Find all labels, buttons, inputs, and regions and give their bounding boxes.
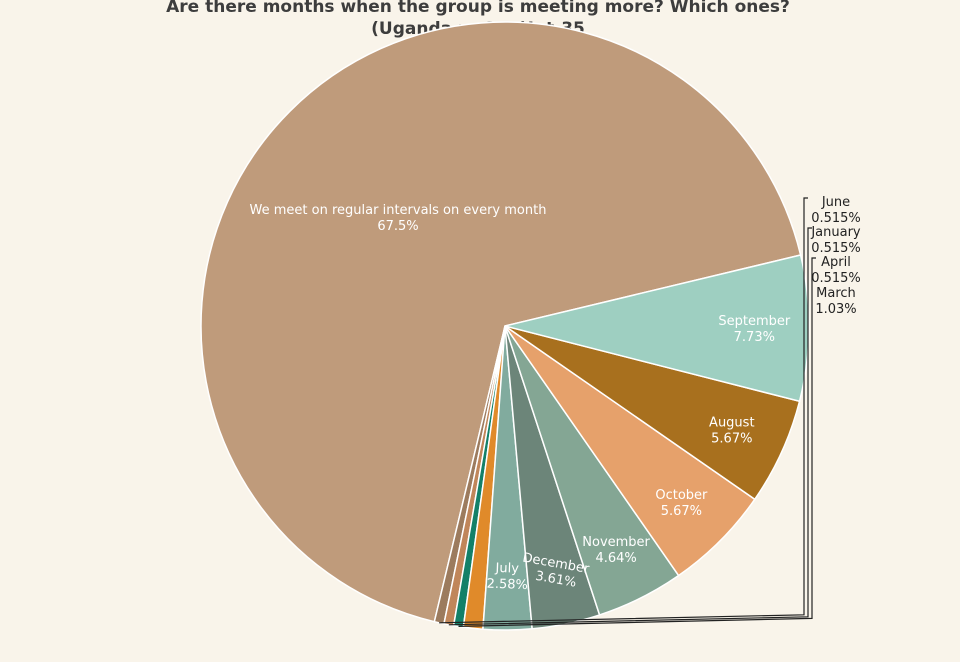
value-september: 7.73%: [734, 330, 775, 345]
value-we-meet-on-regular-intervals-on-every-month: 67.5%: [377, 219, 418, 234]
value-august: 5.67%: [711, 432, 752, 447]
leader-line-june: [439, 197, 808, 624]
label-october: October: [655, 488, 708, 503]
value-december: 3.61%: [534, 569, 577, 591]
slice-we-meet-on-regular-intervals-on-every-month: [200, 21, 802, 623]
chart-title-line-1: Are there months when the group is meeti…: [166, 0, 790, 17]
leader-line-april: [458, 257, 816, 627]
label-july: July: [494, 561, 519, 577]
pie-slices: [200, 21, 810, 631]
value-october: 5.67%: [661, 504, 702, 519]
label-june: June: [821, 195, 850, 210]
value-november: 4.64%: [595, 551, 636, 566]
label-march: March: [816, 286, 856, 301]
value-april: 0.515%: [811, 271, 861, 286]
pie-labels: We meet on regular intervals on every mo…: [250, 195, 861, 627]
value-june: 0.515%: [811, 211, 861, 226]
value-march: 1.03%: [815, 302, 856, 317]
label-we-meet-on-regular-intervals-on-every-month: We meet on regular intervals on every mo…: [250, 203, 547, 218]
label-january: January: [810, 225, 861, 240]
leader-line-january: [448, 227, 812, 626]
slice-september: [504, 254, 810, 403]
label-april: April: [821, 255, 851, 270]
label-november: November: [582, 535, 650, 550]
label-august: August: [709, 416, 755, 431]
label-september: September: [718, 314, 791, 329]
value-july: 2.58%: [486, 577, 528, 593]
value-january: 0.515%: [811, 241, 861, 256]
